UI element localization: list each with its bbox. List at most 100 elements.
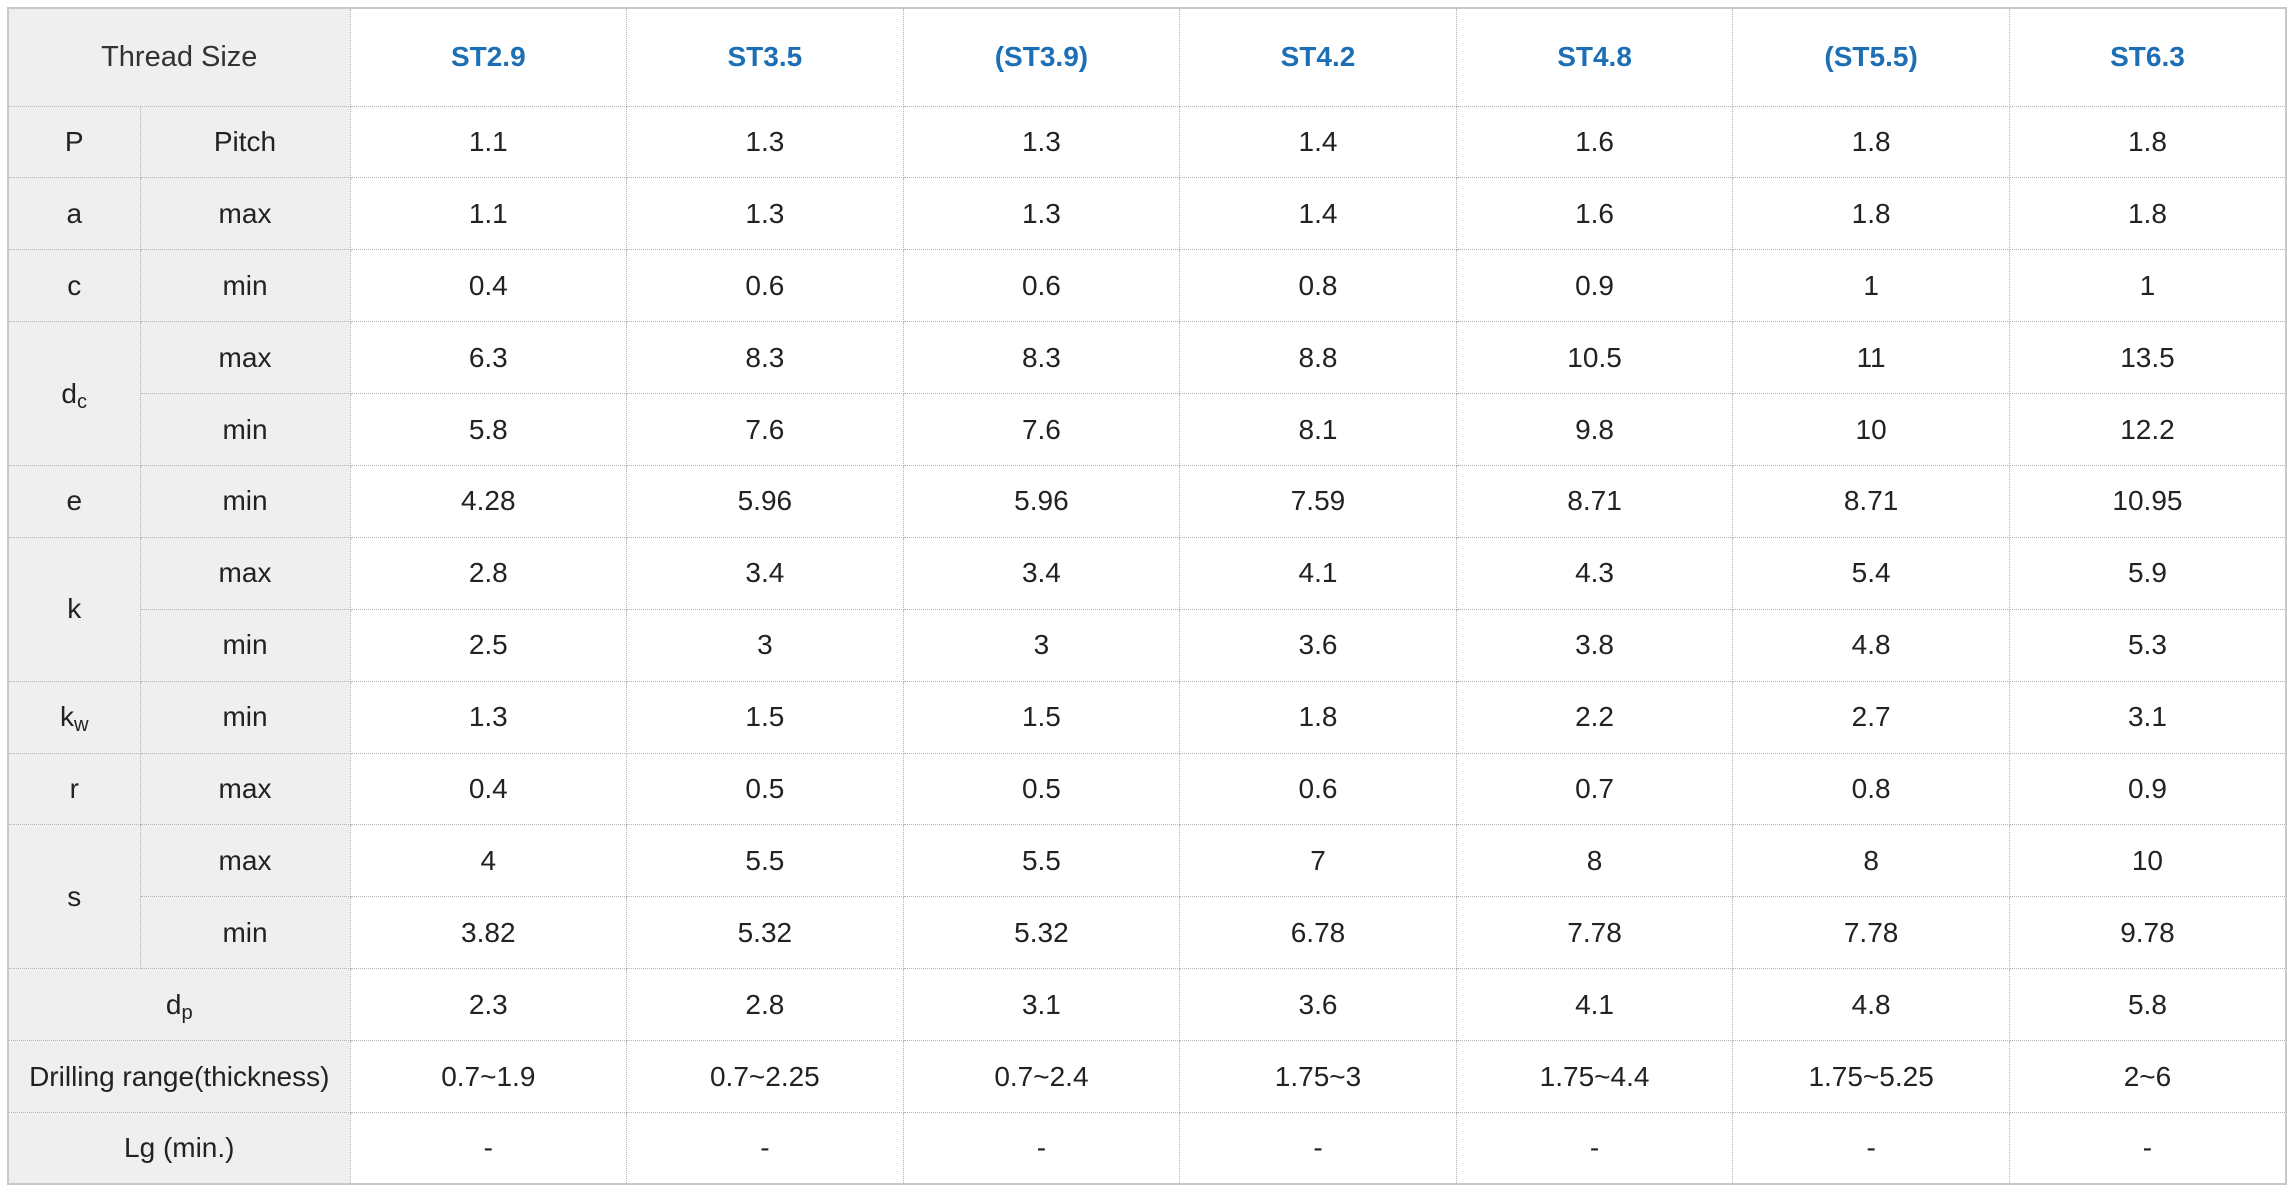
row-symbol: dc: [7, 321, 141, 466]
table-cell: 1.4: [1179, 177, 1457, 251]
table-row: e min 4.28 5.96 5.96 7.59 8.71 8.71 10.9…: [7, 464, 2287, 538]
table-cell: 1.3: [902, 177, 1181, 251]
table-cell: 5.8: [349, 393, 628, 466]
table-cell: 4: [349, 824, 628, 898]
table-cell: 0.7~2.25: [626, 1040, 904, 1113]
table-cell: 3.8: [1455, 608, 1734, 682]
table-cell: 2.2: [1455, 680, 1734, 754]
table-cell: 1.6: [1455, 177, 1734, 251]
table-cell: 4.8: [1732, 968, 2010, 1042]
table-row: dc max 6.3 8.3 8.3 8.8 10.5 11 13.5: [7, 321, 2287, 466]
table-cell: 10.5: [1455, 321, 1734, 395]
table-cell: 8.8: [1179, 321, 1457, 395]
table-cell: 10: [2008, 824, 2287, 898]
row-sublabel: Pitch: [139, 105, 351, 179]
row-sublabel: max: [139, 752, 351, 826]
table-cell: 0.4: [349, 249, 628, 323]
table-cell: 0.8: [1732, 752, 2010, 826]
row-sublabel: min: [139, 249, 351, 323]
table-cell: 5.3: [2008, 608, 2287, 682]
table-cell: 8.71: [1455, 464, 1734, 538]
thread-spec-table: Thread Size ST2.9 ST3.5 (ST3.9) ST4.2 ST…: [7, 7, 2287, 1186]
table-cell: 5.96: [902, 464, 1181, 538]
table-cell: 1.8: [1732, 177, 2010, 251]
row-symbol: kw: [7, 680, 141, 754]
row-symbol: P: [7, 105, 141, 179]
table-cell: 5.5: [902, 824, 1181, 898]
table-cell: -: [1732, 1111, 2010, 1185]
table-cell: 4.3: [1455, 536, 1734, 610]
table-cell: -: [1179, 1111, 1457, 1185]
table-cell: 2.7: [1732, 680, 2010, 754]
table-row: min 5.8 7.6 7.6 8.1 9.8 10 12.2: [8, 393, 2287, 466]
table-cell: 2.5: [349, 608, 628, 682]
table-cell: 3.6: [1179, 608, 1457, 682]
table-cell: -: [2008, 1111, 2287, 1185]
table-cell: 5.9: [2008, 536, 2287, 610]
table-cell: 6.78: [1179, 896, 1457, 970]
table-row: min 2.5 3 3 3.6 3.8 4.8 5.3: [8, 608, 2287, 682]
row-symbol: c: [7, 249, 141, 323]
table-cell: 1.4: [1179, 105, 1457, 179]
table-cell: 1.5: [626, 680, 904, 754]
row-symbol: a: [7, 177, 141, 251]
table-cell: 5.8: [2008, 968, 2287, 1042]
table-cell: 5.96: [626, 464, 904, 538]
table-cell: 0.5: [902, 752, 1181, 826]
table-row: kw min 1.3 1.5 1.5 1.8 2.2 2.7 3.1: [7, 680, 2287, 754]
table-cell: 7.78: [1732, 896, 2010, 970]
table-cell: 5.32: [902, 896, 1181, 970]
table-cell: 7: [1179, 824, 1457, 898]
row-sublabel: min: [139, 680, 351, 754]
table-cell: 4.1: [1455, 968, 1734, 1042]
table-cell: 1.6: [1455, 105, 1734, 179]
table-cell: 3.4: [902, 536, 1181, 610]
size-header-st4-8: ST4.8: [1455, 7, 1734, 107]
table-cell: 1: [1732, 249, 2010, 323]
table-cell: 4.28: [349, 464, 628, 538]
row-symbol: s: [7, 824, 141, 970]
table-cell: 8.3: [626, 321, 904, 395]
table-row: s max 4 5.5 5.5 7 8 8 10: [7, 824, 2287, 970]
symbol-subscript: p: [181, 1001, 193, 1024]
row-sublabel: min: [139, 393, 351, 466]
table-cell: 8.3: [902, 321, 1181, 395]
drilling-range-label: Drilling range(thickness): [7, 1040, 351, 1113]
table-cell: 0.7~2.4: [902, 1040, 1181, 1113]
table-cell: 5.32: [626, 896, 904, 970]
symbol-main: d: [61, 377, 77, 409]
table-cell: 1: [2008, 249, 2287, 323]
table-cell: 1.8: [1732, 105, 2010, 179]
table-cell: 8: [1455, 824, 1734, 898]
size-header-st3-5: ST3.5: [626, 7, 904, 107]
table-cell: 0.9: [1455, 249, 1734, 323]
table-cell: 0.6: [1179, 752, 1457, 826]
table-cell: 1.75~4.4: [1455, 1040, 1734, 1113]
table-row: a max 1.1 1.3 1.3 1.4 1.6 1.8 1.8: [7, 177, 2287, 251]
header-row: Thread Size ST2.9 ST3.5 (ST3.9) ST4.2 ST…: [7, 7, 2287, 107]
table-cell: 1.8: [1179, 680, 1457, 754]
size-header-st3-9: (ST3.9): [902, 7, 1181, 107]
row-symbol: r: [7, 752, 141, 826]
table-row: Lg (min.) - - - - - - -: [7, 1111, 2287, 1185]
table-cell: 0.8: [1179, 249, 1457, 323]
table-cell: 10.95: [2008, 464, 2287, 538]
lg-min-label: Lg (min.): [7, 1111, 351, 1185]
symbol-subscript: w: [73, 714, 89, 737]
row-symbol: k: [7, 536, 141, 682]
symbol-main: k: [59, 701, 74, 733]
table-cell: 0.4: [349, 752, 628, 826]
table-cell: 3.4: [626, 536, 904, 610]
table-cell: 0.6: [902, 249, 1181, 323]
row-sublabel: max: [139, 177, 351, 251]
table-cell: 1.75~5.25: [1732, 1040, 2010, 1113]
table-cell: 7.59: [1179, 464, 1457, 538]
row-sublabel: min: [139, 464, 351, 538]
thread-size-header: Thread Size: [7, 7, 351, 107]
table-cell: 0.7: [1455, 752, 1734, 826]
table-cell: 0.9: [2008, 752, 2287, 826]
size-header-st5-5: (ST5.5): [1732, 7, 2010, 107]
table-cell: 1.8: [2008, 105, 2287, 179]
table-cell: 13.5: [2008, 321, 2287, 395]
size-header-st2-9: ST2.9: [349, 7, 628, 107]
